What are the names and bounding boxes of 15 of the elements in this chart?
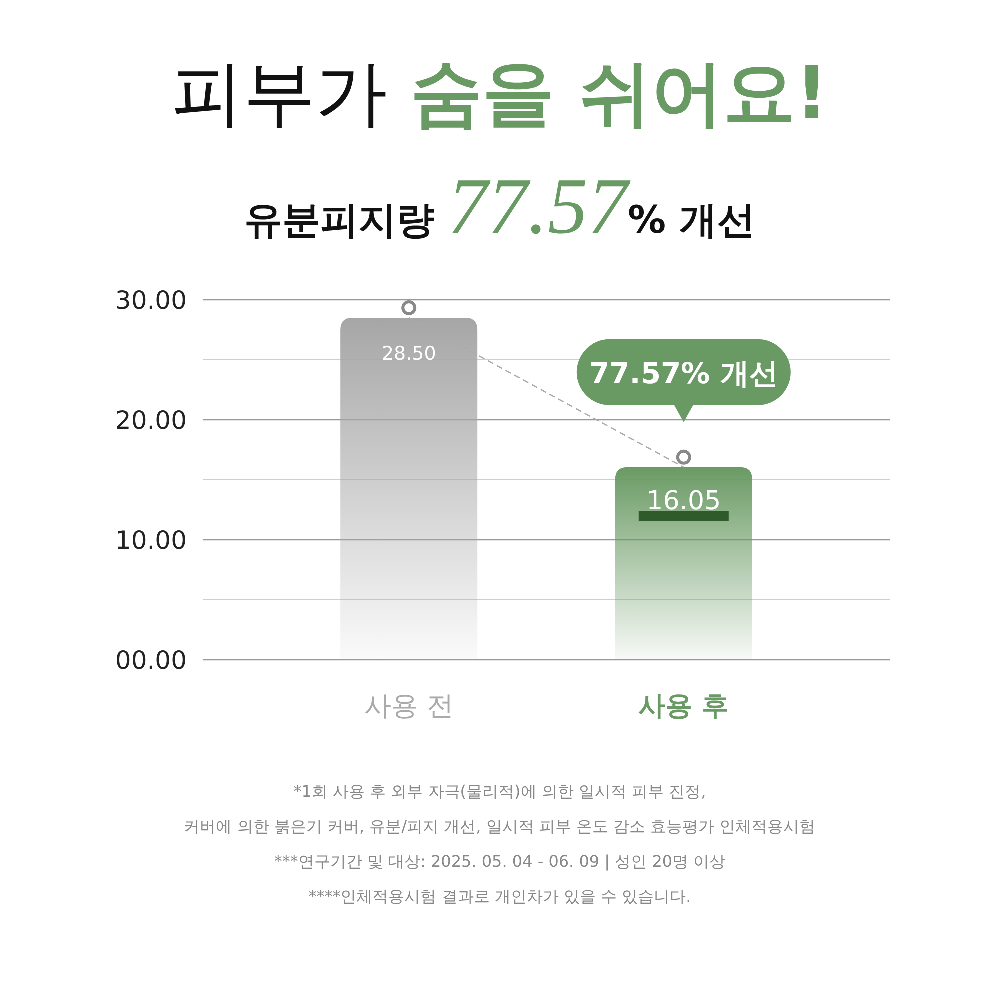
- y-tick-label: 20.00: [115, 406, 187, 435]
- y-tick-label: 10.00: [115, 526, 187, 555]
- text: 커버에 의한 붉은기 커버, 유분/피지 개선, 일시적 피부 온도 감소 효능평가 인체적용시험: [184, 817, 816, 836]
- text: *1회 사용 후 외부 자극(물리적)에 의한 일시적 피부 진정,: [294, 782, 706, 801]
- text: ****인체적용시험 결과로 개인차가 있을 수 있습니다.: [308, 887, 692, 906]
- x-tick-label: 사용 후: [638, 691, 730, 722]
- y-tick-label: 00.00: [115, 646, 187, 675]
- annotation: 77.57% 개선: [589, 356, 778, 390]
- x-tick-label: 사용 전: [364, 691, 454, 722]
- text: ***연구기간 및 대상: 2025. 05. 04 - 06. 09 | 성인 20명 이상: [274, 852, 726, 871]
- data-label: 16.05: [646, 486, 722, 516]
- y-tick-label: 30.00: [115, 286, 187, 315]
- data-label: 28.50: [382, 343, 436, 365]
- chart-title: 피부가 숨을 쉬어요!: [172, 51, 828, 135]
- chart-subtitle: 유분피지량 77.57% 개선: [244, 163, 756, 251]
